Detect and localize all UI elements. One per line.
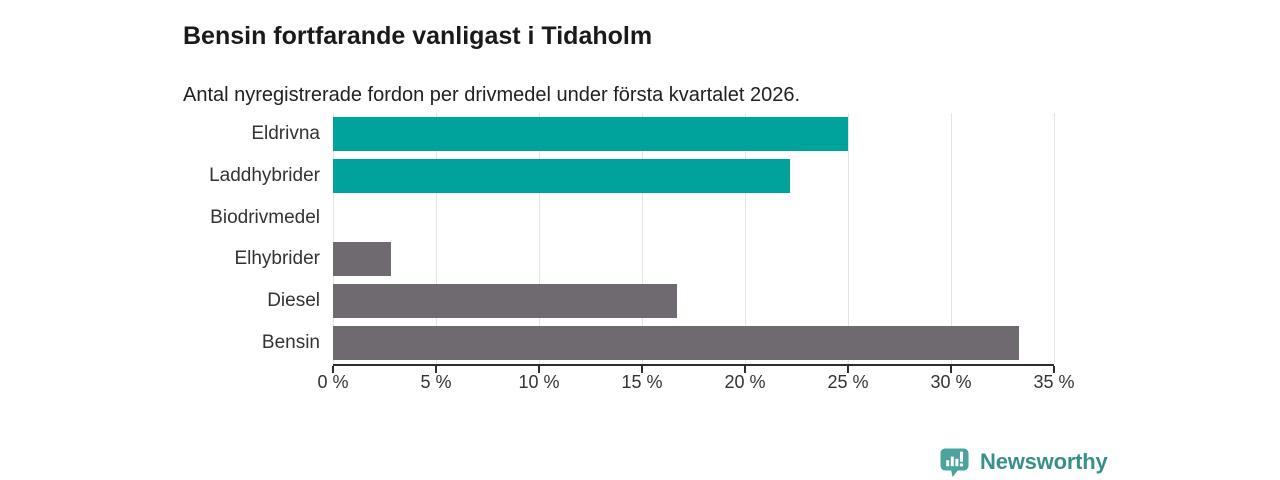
bar-diesel[interactable] (333, 284, 678, 319)
category-label-eldrivna: Eldrivna (251, 122, 320, 144)
axis-tick-35 (1053, 366, 1055, 373)
gridline-25 (848, 113, 849, 364)
bar-eldrivna[interactable] (333, 116, 848, 151)
axis-tick-10 (538, 366, 540, 373)
bar-laddhybrider[interactable] (333, 158, 791, 193)
gridline-30 (951, 113, 952, 364)
gridline-35 (1054, 113, 1055, 364)
gridline-10 (539, 113, 540, 364)
axis-tick-15 (641, 366, 643, 373)
x-tick-label-35: 35 % (1033, 372, 1075, 392)
category-label-biodrivmedel: Biodrivmedel (210, 206, 320, 228)
x-tick-label-15: 15 % (621, 372, 663, 392)
bar-row-bensin (333, 322, 1054, 364)
bar-row-biodrivmedel (333, 197, 1054, 239)
plot-area (332, 113, 1055, 373)
category-label-laddhybrider: Laddhybrider (209, 164, 320, 186)
bar-row-elhybrider (333, 238, 1054, 280)
gridline-0 (333, 113, 334, 364)
bar-bensin[interactable] (333, 326, 1019, 361)
x-tick-label-5: 5 % (420, 372, 452, 392)
axis-tick-0 (332, 366, 334, 373)
axis-tick-20 (744, 366, 746, 373)
bar-row-laddhybrider (333, 155, 1054, 197)
chart-title: Bensin fortfarande vanligast i Tidaholm (183, 21, 653, 50)
chart-subtitle: Antal nyregistrerade fordon per drivmede… (183, 84, 801, 106)
category-label-bensin: Bensin (261, 332, 320, 354)
gridline-15 (642, 113, 643, 364)
axis-tick-30 (950, 366, 952, 373)
newsworthy-icon (940, 448, 969, 477)
newsworthy-logo[interactable]: Newsworthy (938, 445, 1108, 479)
gridline-20 (745, 113, 746, 364)
x-axis-tick-labels: 0 % 5 % 10 % 15 % 20 % 25 % 30 % 35 % (317, 372, 1074, 396)
x-tick-label-10: 10 % (518, 372, 560, 392)
axis-tick-5 (435, 366, 437, 373)
newsworthy-wordmark: Newsworthy (980, 449, 1108, 474)
gridline-5 (436, 113, 437, 364)
x-tick-label-25: 25 % (827, 372, 869, 392)
category-label-diesel: Diesel (267, 290, 320, 312)
bar-row-diesel (333, 280, 1054, 322)
x-tick-label-20: 20 % (724, 372, 766, 392)
bar-elhybrider[interactable] (333, 242, 391, 277)
x-tick-label-0: 0 % (317, 372, 349, 392)
x-tick-label-30: 30 % (930, 372, 972, 392)
axis-tick-25 (847, 366, 849, 373)
category-axis-labels: Eldrivna Laddhybrider Biodrivmedel Elhybrid… (120, 113, 320, 364)
category-label-elhybrider: Elhybrider (234, 248, 320, 270)
bar-series (333, 113, 1054, 364)
bar-row-eldrivna (333, 113, 1054, 155)
